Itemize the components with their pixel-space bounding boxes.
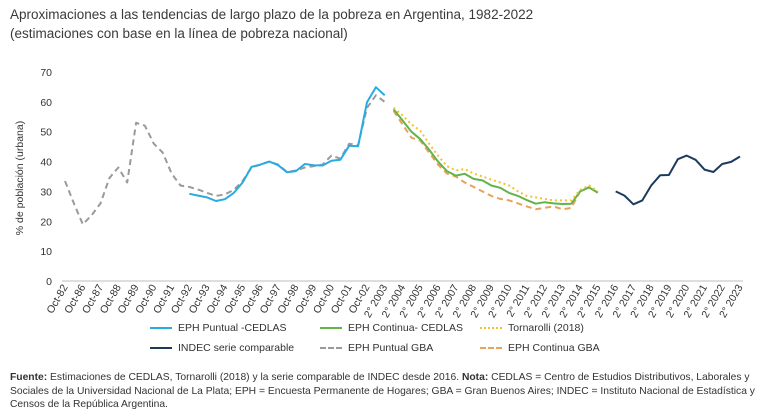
series-line-1 — [392, 108, 599, 205]
y-tick-label: 40 — [40, 157, 52, 169]
series-line-4 — [64, 94, 386, 226]
legend-item: EPH Puntual -CEDLAS — [150, 322, 287, 334]
legend-item: EPH Puntual GBA — [320, 342, 433, 354]
y-tick-label: 20 — [40, 216, 52, 228]
y-tick-label: 50 — [40, 127, 52, 139]
legend-label: Tornarolli (2018) — [508, 322, 584, 334]
source-label: Fuente: — [10, 372, 48, 383]
legend-label: EPH Continua GBA — [508, 342, 600, 354]
legend-item: INDEC serie comparable — [150, 342, 294, 354]
legend-item: Tornarolli (2018) — [480, 322, 584, 334]
y-tick-label: 0 — [46, 276, 52, 288]
series-layer — [64, 86, 741, 226]
legend-swatch — [150, 347, 172, 349]
legend-label: INDEC serie comparable — [178, 342, 295, 354]
legend-label: EPH Puntual GBA — [348, 342, 434, 354]
legend-item: EPH Continua GBA — [480, 342, 600, 354]
y-tick-label: 70 — [40, 67, 52, 79]
legend-label: EPH Puntual -CEDLAS — [178, 322, 287, 334]
line-chart: 0 10 20 30 40 50 60 70 Oct-82Oct-86Oct-87Oct-88… — [14, 67, 746, 320]
note-label: Nota: — [461, 372, 489, 383]
legend-swatch — [480, 347, 502, 349]
source-text: Estimaciones de CEDLAS, Tornarolli (2018… — [47, 372, 462, 383]
series-line-3 — [615, 154, 741, 206]
y-axis-label: % de población (urbana) — [14, 121, 26, 235]
legend-label: EPH Continua- CEDLAS — [348, 322, 463, 334]
y-tick-label: 10 — [40, 246, 52, 258]
legend-swatch — [320, 327, 342, 329]
y-axis: 0 10 20 30 40 50 60 70 — [40, 67, 52, 288]
legend-swatch — [150, 327, 172, 329]
chart-title: Aproximaciones a las tendencias de largo… — [10, 7, 534, 22]
note-text: CEDLAS = Centro de Estudios Distributivo… — [10, 372, 755, 410]
series-line-2 — [392, 107, 599, 202]
legend-item: EPH Continua- CEDLAS — [320, 322, 463, 334]
series-line-0 — [189, 86, 386, 202]
legend-swatch — [480, 327, 502, 329]
source-note: Fuente: Estimaciones de CEDLAS, Tornarol… — [10, 371, 760, 412]
y-tick-label: 60 — [40, 97, 52, 109]
legend-swatch — [320, 347, 342, 349]
y-tick-label: 30 — [40, 186, 52, 198]
chart-subtitle: (estimaciones con base en la línea de po… — [10, 26, 348, 41]
chart-title-block: Aproximaciones a las tendencias de largo… — [10, 5, 760, 43]
series-line-5 — [392, 110, 599, 211]
x-axis: Oct-82Oct-86Oct-87Oct-88Oct-89Oct-90Oct-… — [44, 280, 746, 320]
